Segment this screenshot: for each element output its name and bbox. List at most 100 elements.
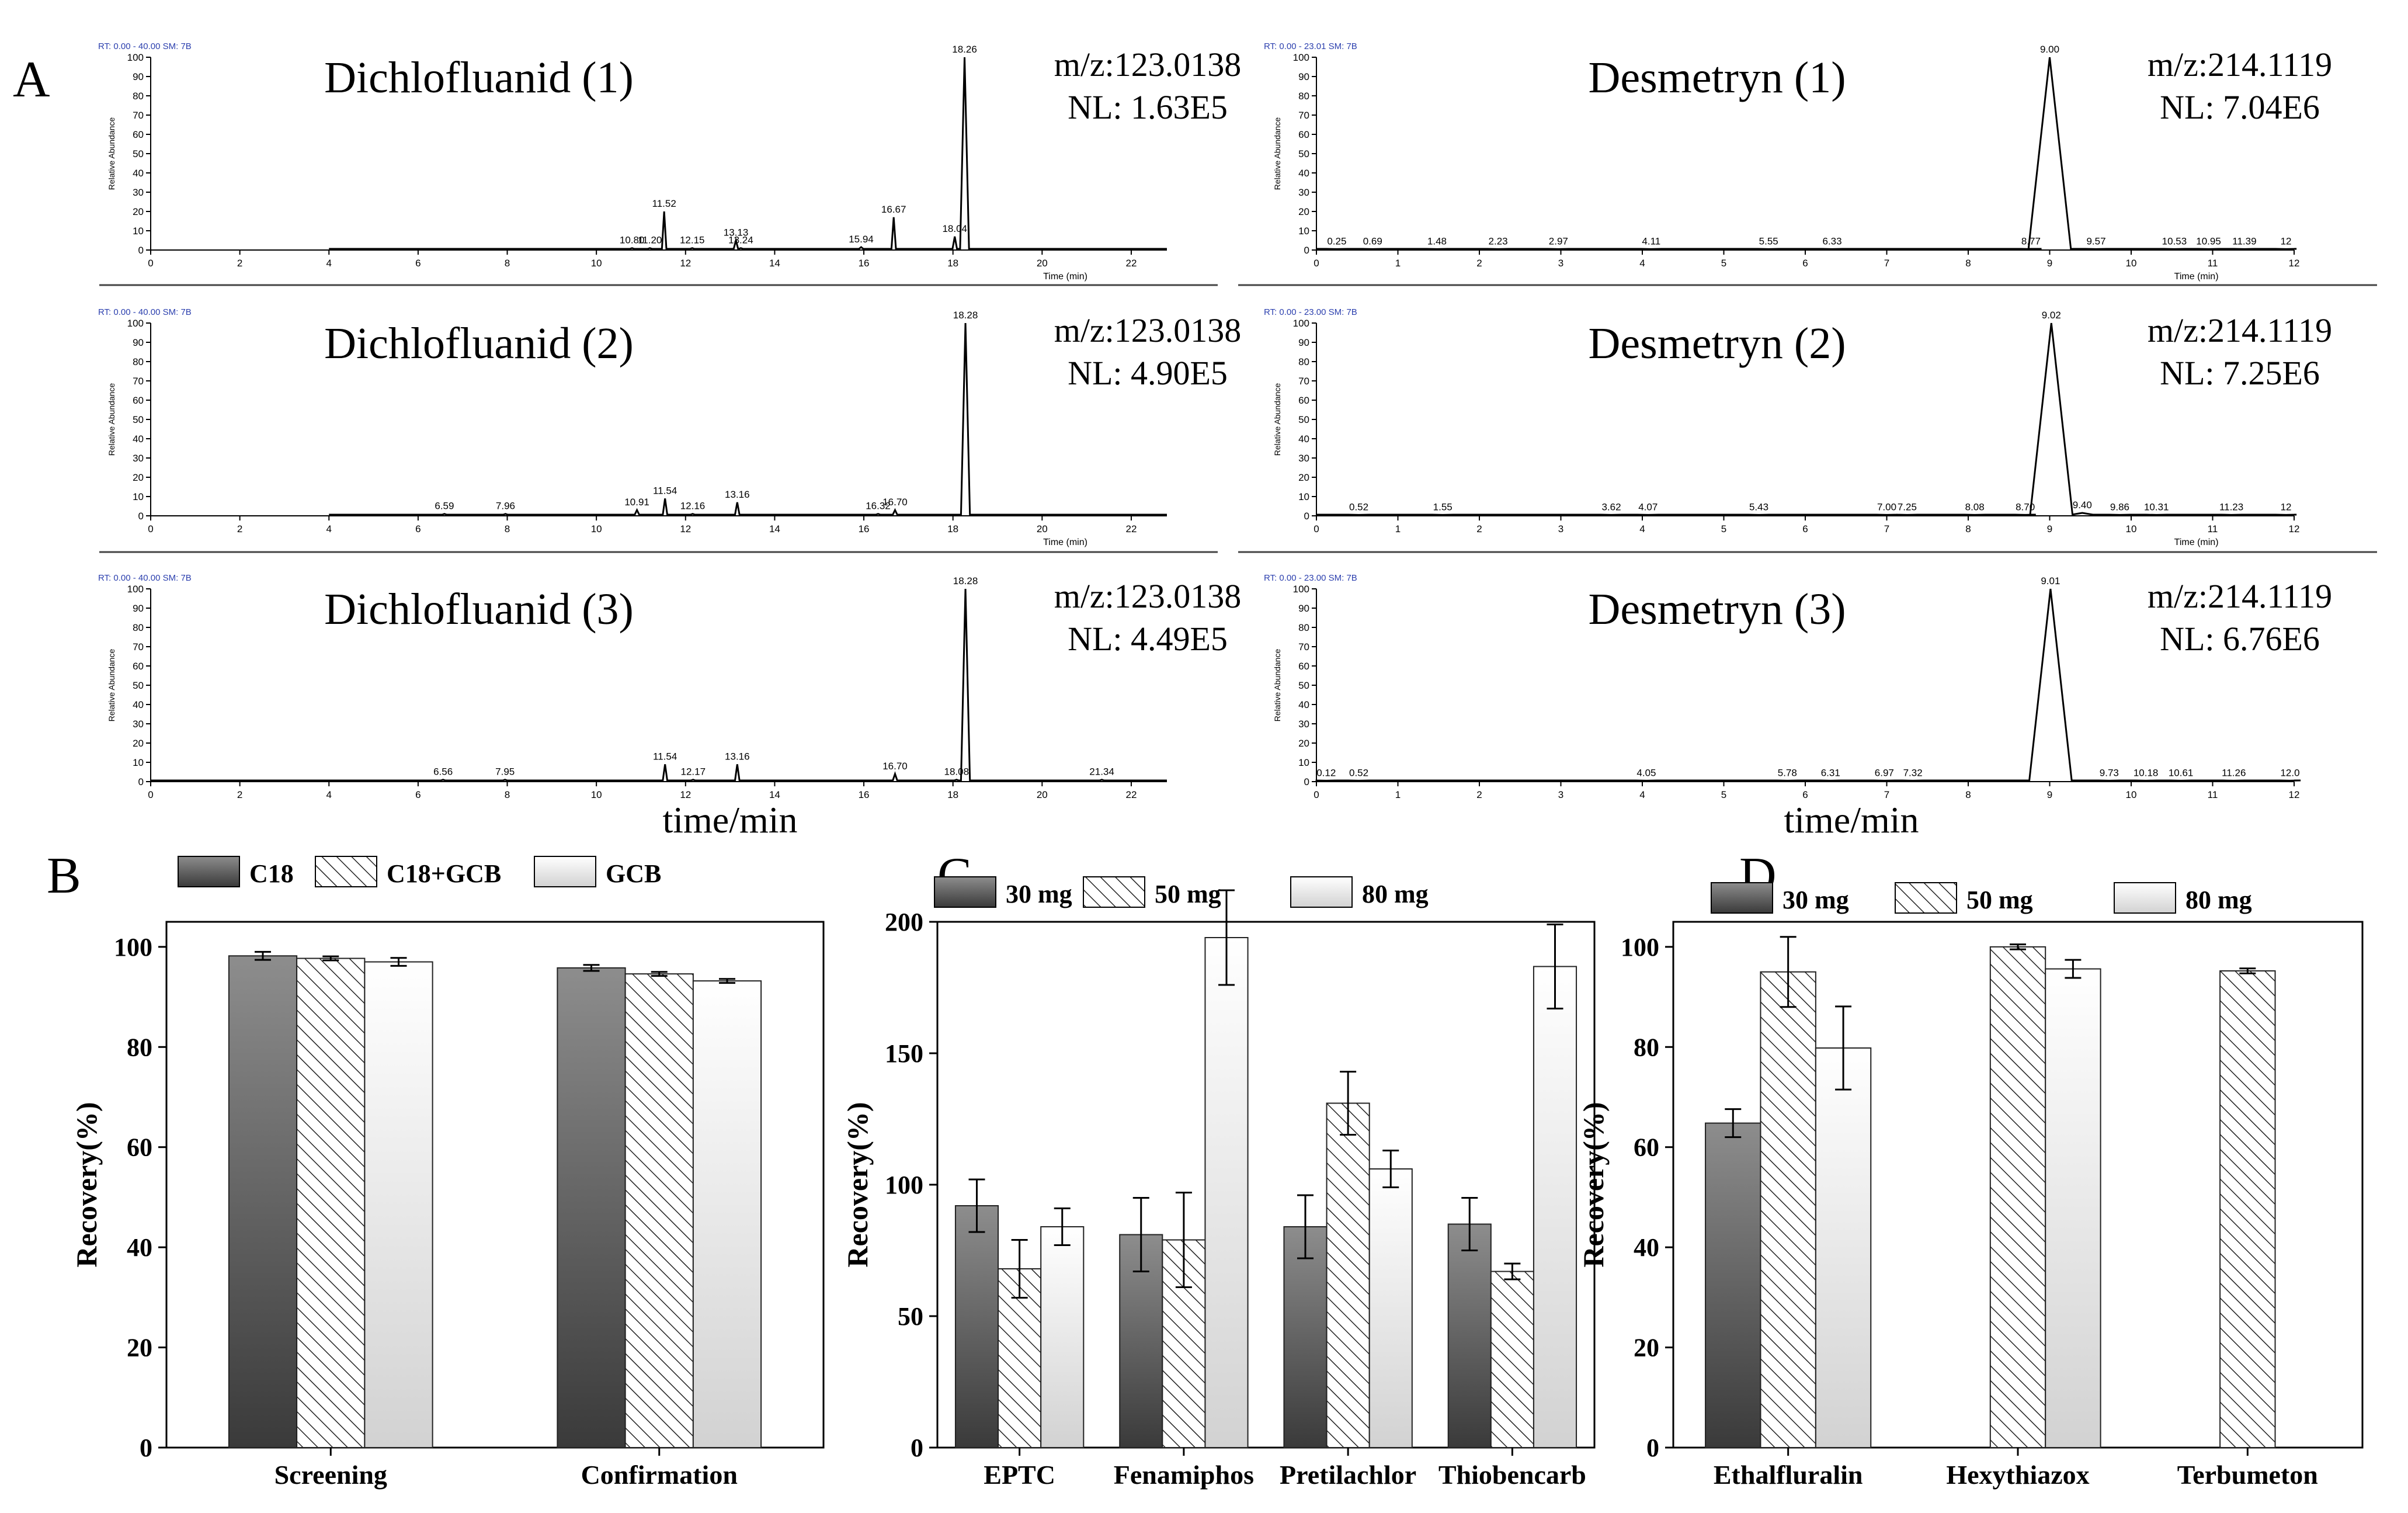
y-tick-label: 0 [1304,245,1309,256]
legend-label: 30 mg [1782,886,1849,914]
peak-label: 0.69 [1363,235,1382,247]
y-tick-label: 60 [1298,661,1309,672]
panel-a-letter: A [13,51,50,108]
y-tick-label: 40 [1298,699,1309,710]
x-tick-label: 8 [505,523,510,535]
compound-name: Dichlofluanid (2) [324,319,634,368]
x-tick-label: 2 [237,789,242,800]
y-axis-label: Relative Abundance [107,117,116,190]
y-tick-label: 80 [133,356,144,367]
y-tick-label: 100 [127,52,144,63]
peak-label: 5.43 [1749,501,1768,512]
x-tick-label: 14 [769,523,780,535]
x-tick-label: 12 [680,258,691,269]
peak-label: 7.00 [1877,501,1896,512]
y-tick-label: 0 [138,776,144,787]
y-tick-label: 0 [140,1434,152,1462]
x-tick-label: 2 [1476,258,1482,269]
legend-swatch [1895,882,1957,914]
peak-label: 0.52 [1349,501,1368,512]
peak-label: 5.78 [1778,767,1797,778]
legend-label: 80 mg [2185,886,2252,914]
x-tick-label: 8 [1965,523,1971,535]
x-tick-label: 22 [1125,258,1137,269]
peak-label: 11.20 [638,235,662,246]
y-tick-label: 70 [133,376,144,387]
peak-label: 10.61 [2169,767,2194,778]
y-tick-label: 60 [1634,1133,1659,1162]
peak-label: 9.01 [2041,575,2060,587]
peak-label: 11.54 [653,751,677,762]
x-tick-label: 12 [680,523,691,535]
x-tick-label: 4 [1639,258,1645,269]
bar [1204,937,1249,1448]
x-tick-label: 1 [1395,258,1401,269]
y-tick-label: 50 [133,680,144,691]
x-tick-label: 0 [148,258,153,269]
x-tick-label: 10 [2126,789,2137,800]
peak-label: 13.16 [725,489,750,500]
nl-label: NL: 7.25E6 [2160,354,2320,392]
peak-label: 11.23 [2219,501,2243,512]
mz-label: m/z:123.0138 [1054,311,1242,349]
legend-label: C18+GCB [387,859,501,888]
y-tick-label: 100 [1293,52,1309,63]
chromatogram-trace [1316,57,2297,250]
x-tick-label: 22 [1125,789,1137,800]
peak-label: 8.08 [1965,501,1985,512]
y-tick-label: 70 [133,641,144,653]
legend-swatch [315,856,377,887]
peak-label: 4.07 [1638,501,1658,512]
mz-label: m/z:123.0138 [1054,577,1242,615]
chromatograms: RT: 0.00 - 40.00 SM: 7B Dichlofluanid (1)… [98,41,2377,800]
legend-label: C18 [249,859,294,888]
panel-a-x-title-right: time/min [1784,799,1919,841]
bar-chart-c: 0 50 100 150 200 Recovery(%) 30 mg 50 mg 80 mg EP… [841,876,1596,1490]
x-tick-label: 6 [415,258,421,269]
y-tick-label: 100 [127,318,144,329]
x-tick-label: 16 [859,523,870,535]
mz-label: m/z:214.1119 [2148,577,2332,615]
y-tick-label: 10 [133,225,144,237]
peak-label: 12.16 [680,501,706,512]
y-tick-label: 80 [1298,356,1309,367]
y-tick-label: 0 [1304,776,1309,787]
y-tick-label: 80 [1298,622,1309,633]
peak-label: 11.54 [653,485,677,496]
bar [1283,1226,1328,1448]
y-tick-label: 30 [133,719,144,730]
y-tick-label: 60 [133,661,144,672]
peak-label: 4.05 [1636,767,1656,778]
x-tick-label: 6 [1802,523,1808,535]
x-tick-label: 5 [1721,258,1726,269]
y-axis-label: Relative Abundance [1273,649,1282,722]
bar [1490,1271,1534,1448]
peak-label: 18.28 [953,310,978,321]
panel-a-x-title-left: time/min [662,799,797,841]
mz-label: m/z:214.1119 [2148,46,2332,84]
bar [1705,1122,1761,1448]
chromatogram: RT: 0.00 - 40.00 SM: 7B Dichlofluanid (3)… [98,573,1241,800]
x-tick-label: 6 [1802,789,1808,800]
x-tick-label: Confirmation [581,1460,738,1490]
peak-label: 21.34 [1089,766,1114,778]
peak-label: 9.40 [2073,499,2092,511]
bar [1989,946,2046,1449]
peak-label: 11.39 [2232,235,2256,247]
peak-label: 6.97 [1875,767,1894,778]
rt-range-label: RT: 0.00 - 23.00 SM: 7B [1264,307,1357,317]
legend-swatch [1083,876,1145,908]
y-tick-label: 90 [133,603,144,614]
y-tick-label: 40 [133,433,144,445]
chromatogram: RT: 0.00 - 40.00 SM: 7B Dichlofluanid (2)… [98,307,1241,547]
compound-name: Desmetryn (3) [1588,585,1846,634]
nl-label: NL: 4.90E5 [1068,354,1228,392]
peak-label: 6.59 [435,501,454,512]
bar [228,955,298,1449]
y-tick-label: 100 [127,584,144,595]
x-tick-label: 0 [1314,789,1319,800]
y-tick-label: 10 [133,491,144,502]
bar [1760,971,1816,1448]
peak-label: 16.67 [881,204,906,215]
